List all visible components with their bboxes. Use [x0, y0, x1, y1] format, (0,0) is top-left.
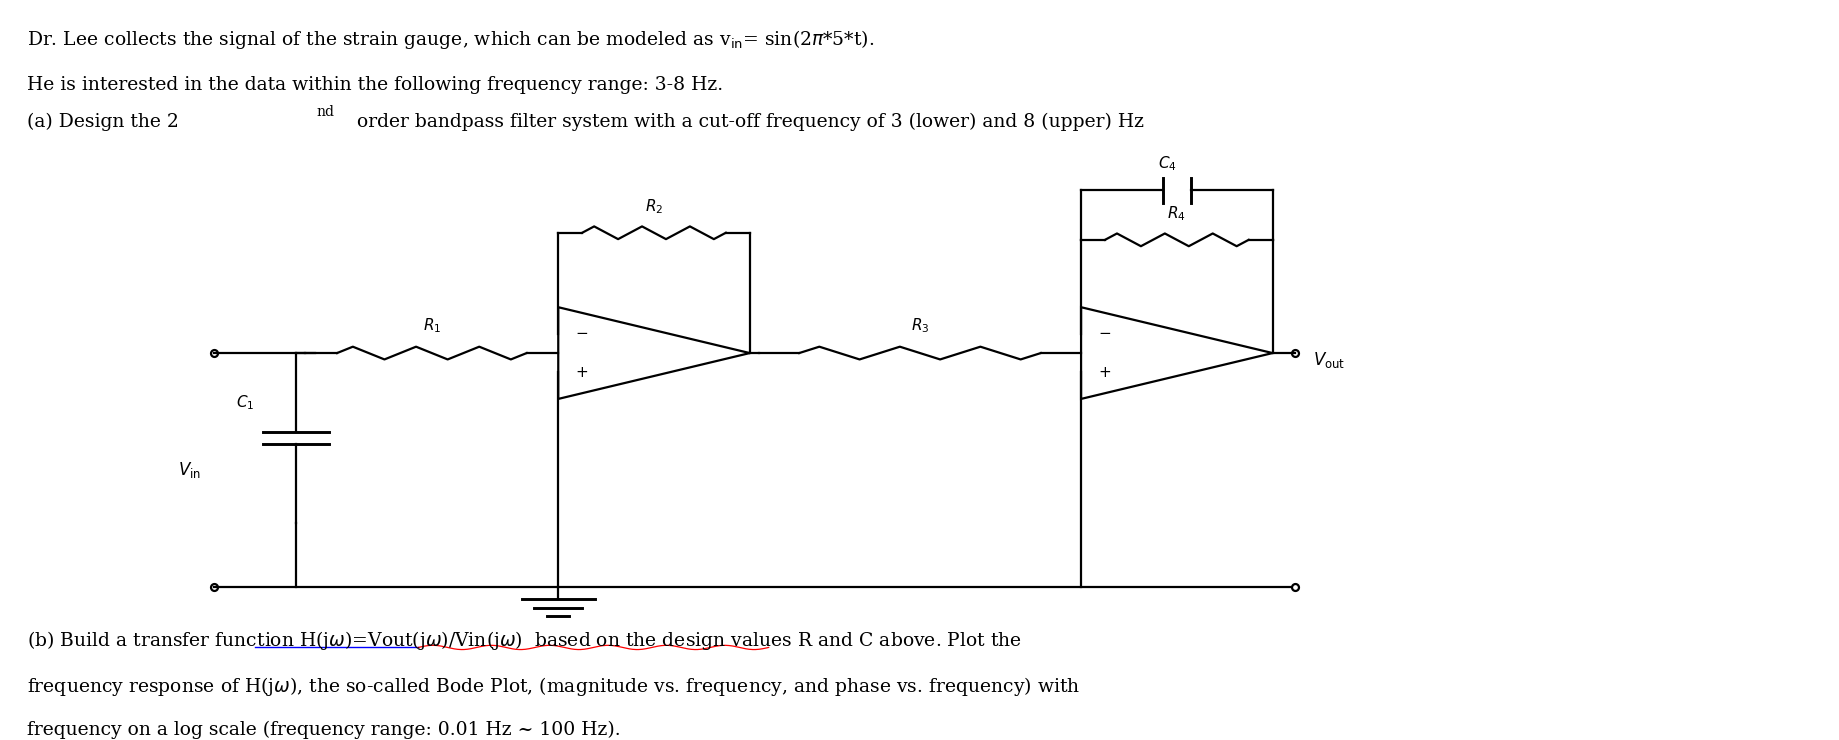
Text: $R_3$: $R_3$	[910, 317, 929, 335]
Text: +: +	[576, 365, 588, 380]
Text: $R_4$: $R_4$	[1166, 204, 1186, 223]
Text: −: −	[1098, 326, 1111, 341]
Text: (a) Design the 2: (a) Design the 2	[26, 112, 178, 131]
Text: nd: nd	[316, 104, 335, 118]
Text: frequency response of H(j$\omega$), the so-called Bode Plot, (magnitude vs. freq: frequency response of H(j$\omega$), the …	[26, 675, 1079, 698]
Text: −: −	[576, 326, 588, 341]
Text: +: +	[1098, 365, 1111, 380]
Text: $R_2$: $R_2$	[644, 197, 662, 216]
Text: frequency on a log scale (frequency range: 0.01 Hz ~ 100 Hz).: frequency on a log scale (frequency rang…	[26, 721, 620, 739]
Text: He is interested in the data within the following frequency range: 3-8 Hz.: He is interested in the data within the …	[26, 75, 723, 94]
Text: order bandpass filter system with a cut-off frequency of 3 (lower) and 8 (upper): order bandpass filter system with a cut-…	[351, 112, 1144, 131]
Text: $C_1$: $C_1$	[235, 393, 254, 412]
Text: $V_{\rm in}$: $V_{\rm in}$	[178, 460, 200, 480]
Text: $C_4$: $C_4$	[1157, 155, 1177, 173]
Text: Dr. Lee collects the signal of the strain gauge, which can be modeled as v$_{\rm: Dr. Lee collects the signal of the strai…	[26, 27, 874, 50]
Text: (b) Build a transfer function H(j$\omega$)=Vout(j$\omega$)/Vin(j$\omega$)  based: (b) Build a transfer function H(j$\omega…	[26, 629, 1021, 652]
Text: $V_{\rm out}$: $V_{\rm out}$	[1313, 350, 1344, 370]
Text: $R_1$: $R_1$	[423, 317, 441, 335]
